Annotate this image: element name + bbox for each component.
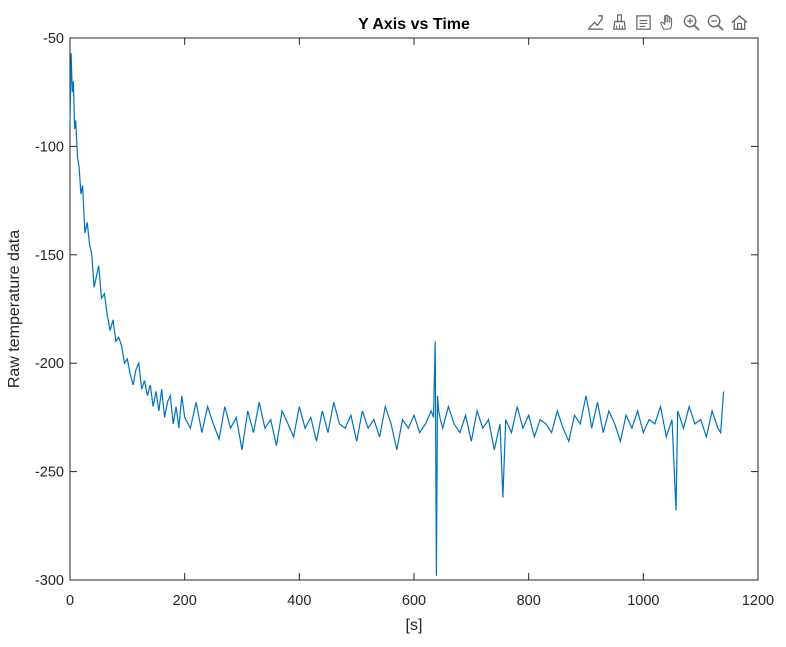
datatip-icon[interactable] <box>633 12 654 33</box>
home-icon[interactable] <box>729 12 750 33</box>
y-tick-label: -200 <box>35 356 64 372</box>
x-tick-label: 800 <box>517 593 541 609</box>
zoom-in-icon[interactable] <box>681 12 702 33</box>
x-axis-label: [s] <box>406 617 423 634</box>
x-tick-label: 600 <box>402 593 426 609</box>
y-tick-label: -250 <box>35 465 64 481</box>
y-tick-label: -50 <box>43 31 64 47</box>
brush-icon[interactable] <box>609 12 630 33</box>
x-tick-label: 1000 <box>627 593 659 609</box>
plot-area <box>69 37 759 581</box>
export-icon[interactable] <box>585 12 606 33</box>
axis-ticks <box>69 37 759 581</box>
chart-title: Y Axis vs Time <box>358 16 470 33</box>
y-tick-label: -100 <box>35 139 64 155</box>
zoom-out-icon[interactable] <box>705 12 726 33</box>
x-tick-label: 1200 <box>742 593 774 609</box>
pan-icon[interactable] <box>657 12 678 33</box>
y-axis-label: Raw temperature data <box>6 230 23 388</box>
x-tick-label: 400 <box>287 593 311 609</box>
x-tick-label: 0 <box>66 593 74 609</box>
series-line <box>69 53 725 576</box>
axes-toolbar <box>585 12 750 36</box>
y-tick-label: -300 <box>35 573 64 589</box>
x-tick-label: 200 <box>173 593 197 609</box>
tick-labels: 0 200 400 600 800 1000 1200 -50 -100 -150 -200 -250… <box>35 31 774 609</box>
y-tick-label: -150 <box>35 248 64 264</box>
